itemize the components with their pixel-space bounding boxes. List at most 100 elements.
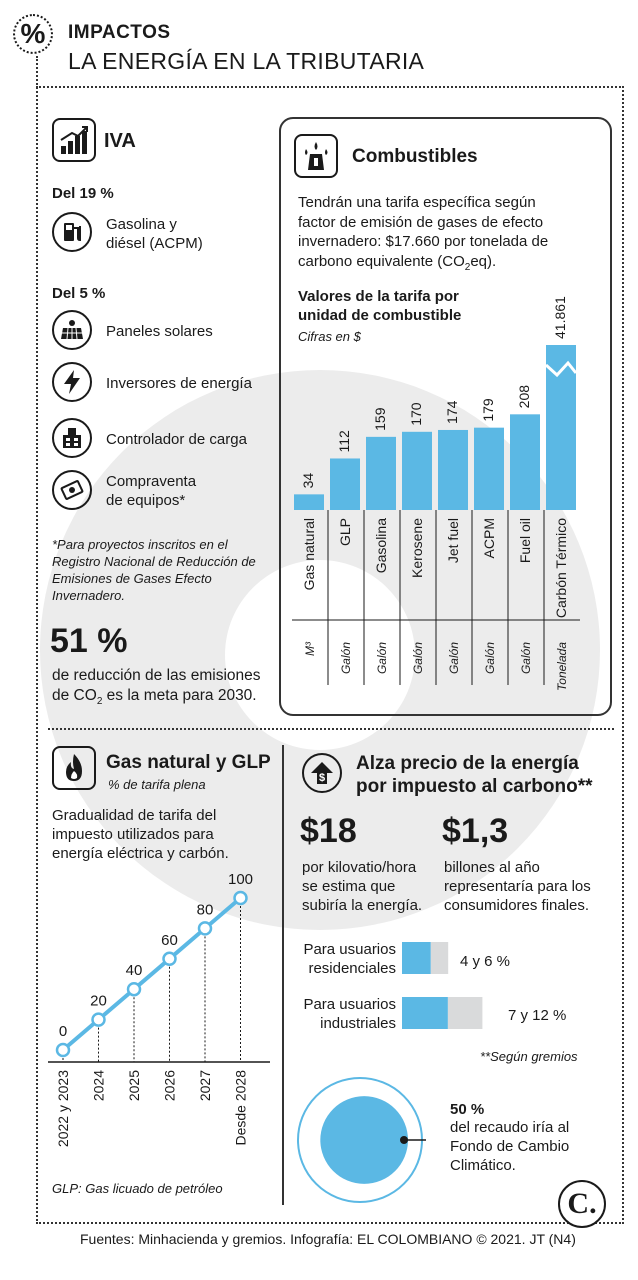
- gas-category-label-3: 2026: [162, 1070, 178, 1101]
- alza-stat1-value: $18: [300, 812, 357, 850]
- alza-title: Alza precio de la energía por impuesto a…: [356, 753, 593, 797]
- fuel-bar-5: [474, 427, 504, 510]
- fuel-category-label-7: Carbón Térmico: [553, 518, 569, 618]
- fuel-bar-2: [366, 436, 396, 510]
- bar-res-high: [430, 942, 449, 974]
- iva-footnote: *Para proyectos inscritos en el Registro…: [52, 537, 256, 603]
- users-residential-range: 4 y 6 %: [460, 953, 511, 970]
- gas-value-label-1: 20: [90, 993, 107, 1010]
- page-title: LA ENERGÍA EN LA TRIBUTARIA: [68, 48, 425, 74]
- users-industrial-range: 7 y 12 %: [508, 1007, 567, 1024]
- fuel-tariff-chart: 34 Gas natural M³ 112 GLP Galón 159 Gasolina Gal…: [292, 296, 580, 691]
- users-residential-label: Para usuarios residenciales: [303, 941, 396, 977]
- background-circle-hole: [225, 560, 415, 750]
- gas-tariff-chart: 0 2022 y 2023 20 2024 40 2025 60 2026 80 2027 100 D…: [48, 871, 270, 1147]
- gas-point-4: [197, 921, 213, 936]
- iva-stat-value: 51 %: [50, 622, 128, 660]
- fuel-value-label-5: 179: [480, 398, 496, 422]
- fuel-bar-6: [510, 414, 540, 510]
- fuel-value-label-6: 208: [516, 385, 532, 409]
- fund-value: 50 %: [450, 1101, 485, 1118]
- fuel-category-label-0: Gas natural: [301, 518, 317, 590]
- iva-group1-label: Del 19 %: [52, 185, 114, 202]
- growth-chart-icon: [52, 118, 96, 162]
- fuel-value-label-4: 174: [444, 400, 460, 424]
- gas-category-label-0: 2022 y 2023: [55, 1070, 71, 1147]
- fuel-value-label-2: 159: [372, 407, 388, 431]
- fuel-bar-break-7: [544, 360, 578, 378]
- column-divider: [282, 745, 284, 1205]
- gas-category-label-4: 2027: [197, 1070, 213, 1101]
- price-up-icon: $: [302, 753, 342, 793]
- iva-group2-label: Del 5 %: [52, 285, 106, 302]
- fuel-chart-title: Valores de la tarifa por unidad de combu…: [298, 288, 462, 324]
- frame-top: [36, 86, 624, 88]
- users-residential-bar: [402, 942, 449, 974]
- fuel-category-label-5: ACPM: [481, 518, 497, 558]
- iva-item-inverters: Inversores de energía: [106, 375, 252, 392]
- fund-circle-chart: [297, 1077, 426, 1203]
- gas-description: Gradualidad de tarifa del impuesto utili…: [52, 807, 229, 862]
- fuel-unit-label-6: Galón: [519, 642, 533, 674]
- combustibles-title: Combustibles: [352, 146, 478, 167]
- fuel-bar-4: [438, 429, 468, 510]
- fuel-unit-label-5: Galón: [483, 642, 497, 674]
- combustibles-intro: Tendrán una tarifa específica según fact…: [298, 194, 549, 273]
- gas-series-line: [61, 896, 242, 1052]
- fund-text: del recaudo iría al Fondo de Cambio Clim…: [450, 1119, 570, 1174]
- fuel-category-label-2: Gasolina: [373, 518, 389, 573]
- bar-res-low: [402, 942, 431, 974]
- fuel-value-label-3: 170: [408, 402, 424, 426]
- frame-left: [36, 56, 38, 1224]
- fuel-pump-icon: [52, 212, 92, 252]
- fuel-unit-label-7: Tonelada: [555, 642, 569, 691]
- gas-title: Gas natural y GLP: [106, 752, 271, 773]
- fuel-unit-label-0: M³: [303, 641, 317, 656]
- gas-point-0: [55, 1042, 71, 1058]
- fuel-unit-label-1: Galón: [339, 642, 353, 674]
- iva-item-controller: Controlador de carga: [106, 431, 247, 448]
- fuel-category-label-4: Jet fuel: [445, 518, 461, 563]
- iva-item-equipment: Compraventa de equipos*: [106, 473, 197, 509]
- fund-share-circle: [320, 1096, 408, 1184]
- fuel-bar-0: [294, 494, 324, 510]
- alza-stat1-text: por kilovatio/hora se estima que subiría…: [302, 859, 423, 914]
- gas-value-label-2: 40: [126, 962, 143, 979]
- charge-controller-icon: [52, 418, 92, 458]
- money-exchange-icon: [52, 470, 92, 510]
- iva-item-fuel: Gasolina y diésel (ACPM): [106, 216, 203, 252]
- header-kicker: IMPACTOS: [68, 22, 171, 43]
- combustibles-panel: [279, 117, 612, 716]
- percent-badge-icon: %: [13, 14, 53, 54]
- alza-stat2-value: $1,3: [442, 812, 509, 850]
- fuel-value-label-1: 112: [336, 430, 352, 453]
- gas-point-1: [91, 1012, 106, 1027]
- frame-right: [622, 86, 624, 1224]
- svg-text:$: $: [319, 772, 325, 784]
- gas-footnote: GLP: Gas licuado de petróleo: [52, 1181, 223, 1196]
- fuel-category-label-1: GLP: [337, 518, 353, 546]
- iva-item-solar: Paneles solares: [106, 323, 213, 340]
- gas-point-2: [126, 981, 142, 997]
- gas-category-label-5: Desde 2028: [233, 1070, 249, 1146]
- solar-panel-icon: [52, 310, 92, 350]
- fuel-value-label-0: 34: [300, 473, 316, 489]
- gas-subtitle: % de tarifa plena: [108, 777, 206, 792]
- fuel-category-label-6: Fuel oil: [517, 518, 533, 563]
- users-note: **Según gremios: [480, 1049, 578, 1064]
- alza-stat2-text: billones al año representaría para los c…: [444, 859, 591, 914]
- users-industrial-label: Para usuarios industriales: [303, 996, 396, 1032]
- fuel-value-label-7: 41.861: [552, 296, 568, 339]
- iva-title: IVA: [104, 130, 136, 152]
- gas-point-5: [233, 890, 248, 906]
- users-industrial-bar: [402, 997, 483, 1029]
- gas-value-label-4: 80: [197, 901, 214, 918]
- fuel-category-label-3: Kerosene: [409, 518, 425, 578]
- oil-drop-icon: [294, 134, 338, 178]
- gas-value-label-0: 0: [59, 1023, 67, 1040]
- bar-ind-low: [402, 997, 448, 1029]
- lightning-icon: [52, 362, 92, 402]
- fuel-unit-label-2: Galón: [375, 642, 389, 674]
- gas-point-3: [162, 951, 177, 967]
- frame-bottom: [36, 1222, 624, 1224]
